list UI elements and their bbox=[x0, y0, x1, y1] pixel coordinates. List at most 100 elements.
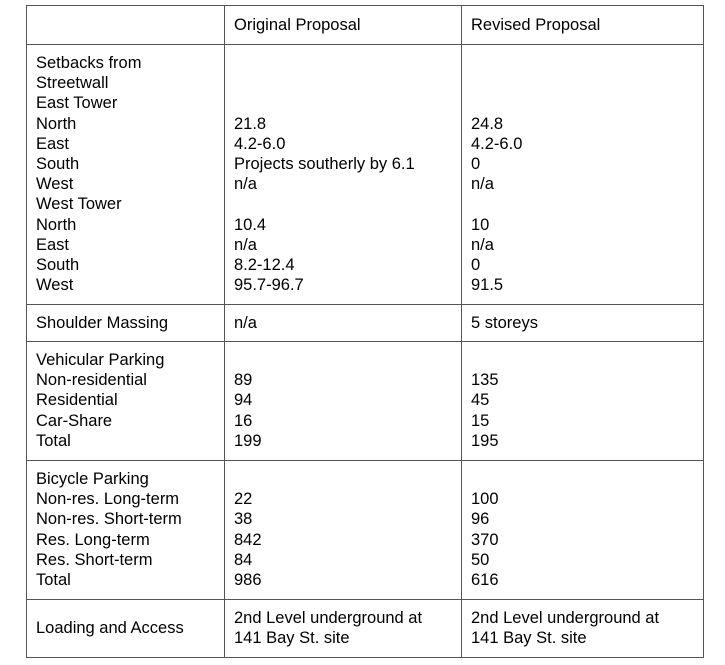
label-cell: Setbacks from Streetwall East Tower North Ea… bbox=[26, 44, 225, 305]
label-line: West bbox=[36, 175, 74, 194]
revised-line: 0 bbox=[471, 155, 481, 174]
revised-line: 24.8 bbox=[471, 114, 504, 133]
header-revised-proposal: Revised Proposal bbox=[461, 5, 704, 45]
revised-line: 50 bbox=[471, 550, 490, 569]
revised-line: 100 bbox=[471, 490, 499, 509]
table-row-shoulder-massing: Shoulder Massing n/a 5 storeys bbox=[26, 304, 704, 342]
revised-line: 141 Bay St. site bbox=[471, 629, 587, 648]
revised-line bbox=[471, 469, 703, 489]
original-cell: 89 94 16 199 bbox=[224, 341, 462, 461]
revised-line: 0 bbox=[471, 256, 481, 275]
label-line: Res. Short-term bbox=[36, 550, 153, 569]
label-line: South bbox=[36, 155, 80, 174]
original-line: 986 bbox=[234, 571, 262, 590]
table-row-setbacks: Setbacks from Streetwall East Tower North Ea… bbox=[26, 44, 704, 305]
original-line: 8.2-12.4 bbox=[234, 256, 295, 275]
header-original-proposal: Original Proposal bbox=[224, 5, 462, 45]
revised-line bbox=[471, 53, 703, 73]
revised-line: 96 bbox=[471, 510, 490, 529]
original-line bbox=[234, 194, 461, 214]
original-line: n/a bbox=[234, 235, 257, 254]
label-line: Streetwall bbox=[36, 74, 109, 93]
revised-line: 45 bbox=[471, 391, 490, 410]
label-line: Total bbox=[36, 571, 71, 590]
original-line: 2nd Level underground at bbox=[234, 609, 423, 627]
original-line: 16 bbox=[234, 411, 253, 430]
revised-line bbox=[471, 350, 703, 370]
label-line: West bbox=[36, 276, 74, 295]
revised-line: 135 bbox=[471, 371, 499, 390]
original-cell: 2nd Level underground at 141 Bay St. site bbox=[224, 599, 462, 658]
label-line: Non-residential bbox=[36, 371, 147, 390]
original-line: 22 bbox=[234, 490, 253, 509]
revised-line bbox=[471, 194, 703, 214]
original-line bbox=[234, 93, 461, 113]
original-line bbox=[234, 469, 461, 489]
revised-line: 5 storeys bbox=[471, 314, 538, 332]
original-line: 95.7-96.7 bbox=[234, 276, 304, 295]
revised-cell: 135 45 15 195 bbox=[461, 341, 704, 461]
table-body: Original Proposal Revised Proposal Setba… bbox=[26, 5, 704, 658]
original-line: 94 bbox=[234, 391, 253, 410]
label-line: North bbox=[36, 215, 77, 234]
label-line: Vehicular Parking bbox=[36, 351, 165, 369]
label-line: Car-Share bbox=[36, 411, 113, 430]
label-line: Loading and Access bbox=[36, 619, 184, 638]
label-line: Res. Long-term bbox=[36, 530, 150, 549]
label-line: Residential bbox=[36, 391, 118, 410]
table-row-bicycle-parking: Bicycle Parking Non-res. Long-term Non-res… bbox=[26, 460, 704, 600]
revised-line: 4.2-6.0 bbox=[471, 134, 523, 153]
revised-cell: 100 96 370 50 616 bbox=[461, 460, 704, 600]
comparison-table: Original Proposal Revised Proposal Setba… bbox=[26, 5, 704, 658]
header-cell-blank bbox=[26, 5, 225, 45]
revised-cell: 2nd Level underground at 141 Bay St. site bbox=[461, 599, 704, 658]
label-line: East bbox=[36, 134, 70, 153]
label-line: East bbox=[36, 235, 70, 254]
revised-line: 2nd Level underground at bbox=[471, 609, 660, 627]
revised-line bbox=[471, 73, 703, 93]
revised-line bbox=[471, 93, 703, 113]
original-line: 10.4 bbox=[234, 215, 267, 234]
original-line: n/a bbox=[234, 175, 257, 194]
original-line: n/a bbox=[234, 314, 257, 332]
original-line: 199 bbox=[234, 431, 262, 450]
original-line bbox=[234, 73, 461, 93]
table-row-vehicular-parking: Vehicular Parking Non-residential Resident… bbox=[26, 341, 704, 461]
revised-line: n/a bbox=[471, 175, 494, 194]
revised-cell: 24.8 4.2-6.0 0 n/a 10 n/a 0 91.5 bbox=[461, 44, 704, 305]
original-line: Projects southerly by 6.1 bbox=[234, 155, 415, 174]
original-line bbox=[234, 350, 461, 370]
table-row-loading-and-access: Loading and Access 2nd Level underground … bbox=[26, 599, 704, 658]
original-cell: 21.8 4.2-6.0 Projects southerly by 6.1 n/a … bbox=[224, 44, 462, 305]
label-line: Shoulder Massing bbox=[36, 314, 169, 332]
revised-line: 10 bbox=[471, 215, 490, 234]
original-cell: 22 38 842 84 986 bbox=[224, 460, 462, 600]
label-line: Non-res. Long-term bbox=[36, 490, 180, 509]
label-line: North bbox=[36, 114, 77, 133]
revised-line: 616 bbox=[471, 571, 499, 590]
original-cell: n/a bbox=[224, 304, 462, 342]
original-line: 89 bbox=[234, 371, 253, 390]
original-line: 84 bbox=[234, 550, 253, 569]
original-line: 141 Bay St. site bbox=[234, 629, 350, 648]
label-cell: Shoulder Massing bbox=[26, 304, 225, 342]
label-line: West Tower bbox=[36, 195, 122, 214]
original-line: 842 bbox=[234, 530, 262, 549]
revised-line: 91.5 bbox=[471, 276, 504, 295]
revised-line: 370 bbox=[471, 530, 499, 549]
label-cell: Bicycle Parking Non-res. Long-term Non-res… bbox=[26, 460, 225, 600]
label-line: Bicycle Parking bbox=[36, 470, 149, 488]
original-line: 38 bbox=[234, 510, 253, 529]
label-line: Non-res. Short-term bbox=[36, 510, 182, 529]
original-line bbox=[234, 53, 461, 73]
label-cell: Loading and Access bbox=[26, 599, 225, 658]
label-cell: Vehicular Parking Non-residential Resident… bbox=[26, 341, 225, 461]
revised-cell: 5 storeys bbox=[461, 304, 704, 342]
label-line: Setbacks from bbox=[36, 54, 142, 72]
label-line: South bbox=[36, 256, 80, 275]
revised-line: 195 bbox=[471, 431, 499, 450]
original-line: 21.8 bbox=[234, 114, 267, 133]
revised-line: n/a bbox=[471, 235, 494, 254]
header-row: Original Proposal Revised Proposal bbox=[26, 5, 704, 45]
label-line: Total bbox=[36, 431, 71, 450]
